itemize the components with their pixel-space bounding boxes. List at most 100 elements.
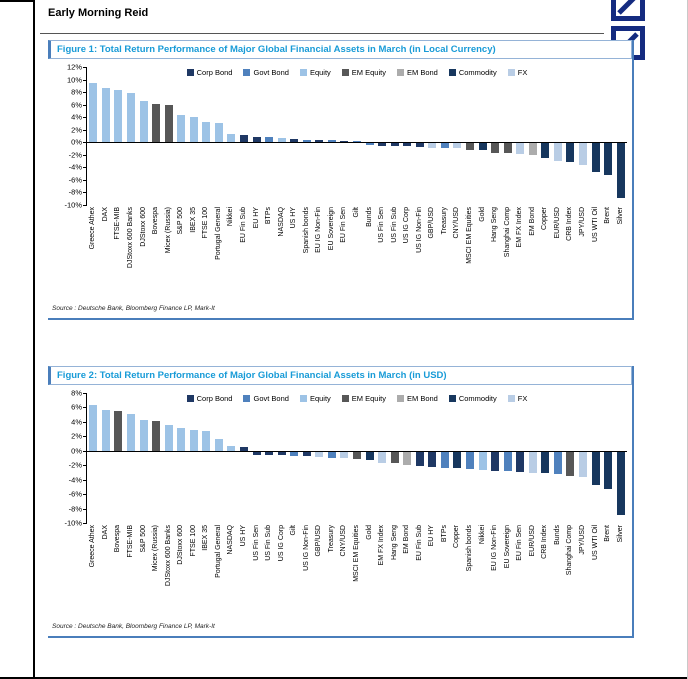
bar-gold — [365, 451, 374, 460]
bar-eur-usd — [528, 451, 537, 473]
legend-label: Commodity — [458, 68, 497, 77]
bar-copper — [541, 143, 550, 158]
category-label: Gilt — [353, 207, 360, 218]
category-label: DAX — [101, 525, 109, 540]
bar-em-bond — [403, 451, 412, 466]
bar-eu-sovereign — [327, 140, 336, 143]
bar-djstoxx-600-banks — [126, 93, 135, 143]
category-label: Treasury — [440, 207, 448, 235]
category-label: GBP/USD — [428, 207, 436, 239]
category-label: S&P 500 — [177, 207, 185, 235]
bar-us-ig-non-fin — [415, 143, 424, 148]
category-label: MSCI EM Equities — [466, 207, 474, 264]
category-label: EU Fin Sub — [239, 207, 247, 243]
legend-label: EM Equity — [351, 68, 386, 77]
category-label: Nikkei — [227, 207, 235, 227]
bar-eu-fin-sen — [516, 451, 525, 472]
category-label: Spanish bonds — [302, 207, 310, 254]
y-tick-mark — [83, 494, 87, 496]
category-label: US IG Non-Fin — [302, 525, 310, 571]
figure-2: Figure 2: Total Return Performance of Ma… — [48, 366, 634, 638]
category-label: US IG Non-Fin — [415, 207, 423, 253]
category-label: IBEX 35 — [189, 207, 197, 233]
y-tick-mark — [83, 142, 87, 144]
legend-swatch — [507, 69, 515, 76]
category-label: EM FX Index — [378, 525, 386, 566]
y-tick-mark — [83, 154, 87, 156]
category-label: FTSE 100 — [202, 207, 210, 239]
y-tick-mark — [83, 450, 87, 452]
legend-swatch — [243, 395, 251, 402]
bar-ibex-35 — [189, 116, 198, 143]
category-label: US Fin Sen — [252, 525, 260, 561]
category-label: Brent — [604, 525, 612, 542]
bar-us-fin-sub — [390, 143, 399, 147]
bar-spanish-bonds — [302, 139, 311, 143]
bar-djstoxx-600-banks — [164, 424, 173, 451]
y-tick-label: -4% — [68, 162, 82, 172]
y-tick-label: 10% — [66, 75, 82, 85]
bar-hang-seng — [491, 143, 500, 153]
bar-s-p-500 — [139, 419, 148, 451]
category-label: Copper — [453, 525, 461, 548]
y-tick-label: -2% — [68, 460, 82, 470]
category-label: Copper — [541, 207, 549, 230]
y-tick-label: 8% — [71, 388, 82, 398]
y-tick-mark — [83, 421, 87, 423]
y-tick-label: -6% — [68, 175, 82, 185]
bar-treasury — [440, 143, 449, 149]
category-label: EUR/USD — [553, 207, 561, 239]
bar-spanish-bonds — [466, 451, 475, 470]
category-label: US Fin Sub — [265, 525, 273, 561]
category-label: EU HY — [252, 207, 260, 229]
category-label: US Fin Sen — [378, 207, 386, 243]
y-tick-mark — [83, 479, 87, 481]
bar-copper — [453, 451, 462, 469]
category-label: GBP/USD — [315, 525, 323, 557]
bar-em-bond — [528, 143, 537, 156]
legend-swatch — [186, 395, 194, 402]
category-label: EU Fin Sub — [415, 525, 423, 561]
category-label: Bunds — [553, 525, 561, 545]
category-label: DJStoxx 600 Banks — [164, 525, 172, 587]
bar-us-wti-oil — [591, 451, 600, 485]
legend-swatch — [243, 69, 251, 76]
bar-ftse-mib — [126, 413, 135, 451]
chart-legend: Corp Bond Govt Bond Equity EM Equity EM Bond… — [87, 394, 627, 403]
bar-gilt — [290, 451, 299, 457]
category-label: Silver — [616, 207, 624, 225]
category-label: EU Fin Sen — [516, 525, 524, 561]
bar-hang-seng — [390, 451, 399, 464]
bar-em-fx-index — [378, 451, 387, 463]
category-label: FTSE-MIB — [126, 525, 134, 558]
category-label: FTSE 100 — [189, 525, 197, 557]
y-tick-label: 0% — [71, 446, 82, 456]
bar-btps — [265, 137, 274, 143]
y-tick-mark — [83, 117, 87, 119]
legend-item-fx: FX — [507, 394, 527, 403]
bar-us-fin-sub — [265, 451, 274, 456]
y-tick-mark — [83, 92, 87, 94]
y-tick-label: -6% — [68, 489, 82, 499]
bar-nasdaq — [227, 445, 236, 451]
figure-1-chart: Corp Bond Govt Bond Equity EM Equity EM Bond… — [48, 63, 632, 301]
legend-item-em-equity: EM Equity — [341, 68, 386, 77]
bar-crb-index — [541, 451, 550, 474]
bar-cny-usd — [453, 143, 462, 149]
category-label: Micex (Russia) — [164, 207, 172, 254]
category-label: Shanghai Comp — [503, 207, 511, 258]
category-label: Hang Seng — [390, 525, 398, 561]
bar-nikkei — [227, 134, 236, 143]
category-label: DJStoxx 600 — [139, 207, 147, 247]
y-tick-mark — [83, 167, 87, 169]
y-tick-label: -8% — [68, 504, 82, 514]
bar-eu-hy — [252, 136, 261, 143]
bar-bovespa — [114, 411, 123, 451]
figure-2-title: Figure 2: Total Return Performance of Ma… — [48, 366, 632, 385]
category-label: NASDAQ — [227, 525, 235, 555]
legend-item-corp-bond: Corp Bond — [186, 394, 232, 403]
legend-swatch — [299, 69, 307, 76]
bar-ibex-35 — [202, 431, 211, 451]
y-tick-label: -10% — [64, 200, 82, 210]
legend-item-fx: FX — [507, 68, 527, 77]
